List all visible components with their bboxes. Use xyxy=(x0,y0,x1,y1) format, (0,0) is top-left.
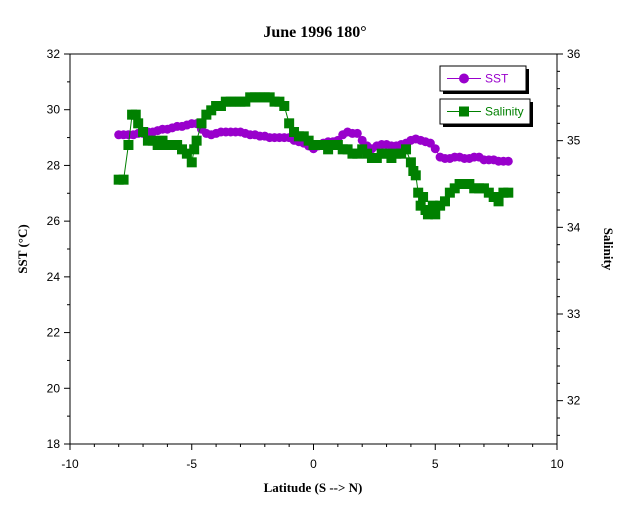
y-tick-label: 24 xyxy=(47,270,61,284)
series-salinity-point xyxy=(401,144,412,155)
x-axis: -10 -5 0 5 10 xyxy=(61,444,564,471)
y-tick-label: 32 xyxy=(47,47,61,61)
x-axis-label: Latitude (S --> N) xyxy=(264,480,363,495)
y2-axis-label: Salinity xyxy=(601,228,616,271)
series-salinity-point xyxy=(123,140,134,150)
y-tick-label: 22 xyxy=(47,326,61,340)
legend-salinity-marker xyxy=(459,106,469,117)
series-salinity xyxy=(113,92,514,220)
series-salinity-point xyxy=(430,209,441,220)
series-salinity-point xyxy=(405,157,416,168)
series-sst-point xyxy=(430,144,440,154)
y-axis-right: 32 33 34 35 36 xyxy=(557,47,581,436)
plot-series xyxy=(113,92,514,220)
series-salinity-point xyxy=(279,101,290,111)
chart-title: June 1996 180° xyxy=(263,24,366,41)
y-tick-label: 26 xyxy=(47,214,61,228)
x-tick-label: 0 xyxy=(310,457,317,471)
y2-tick-label: 32 xyxy=(567,394,581,408)
series-salinity-point xyxy=(427,200,438,211)
y2-tick-label: 33 xyxy=(567,307,581,321)
series-salinity-point xyxy=(186,157,197,168)
series-salinity-point xyxy=(196,118,207,129)
y-axis-label: SST (°C) xyxy=(15,224,30,273)
x-tick-label: -10 xyxy=(61,457,79,471)
legend-salinity: Salinity xyxy=(439,98,533,127)
x-tick-label: -5 xyxy=(186,457,197,471)
legend-sst-marker xyxy=(459,73,469,84)
series-salinity-point xyxy=(189,144,200,155)
legend-salinity-label: Salinity xyxy=(485,105,524,119)
series-salinity-point xyxy=(130,109,141,120)
y-tick-label: 30 xyxy=(47,103,61,117)
series-salinity-point xyxy=(410,170,421,181)
series-salinity-point xyxy=(181,148,192,159)
y-tick-label: 18 xyxy=(47,437,61,451)
y-tick-label: 28 xyxy=(47,158,61,172)
legend-sst: SST xyxy=(439,65,529,94)
series-sst-point xyxy=(352,128,362,138)
y2-tick-label: 34 xyxy=(567,220,581,234)
y-tick-label: 20 xyxy=(47,381,61,395)
x-tick-label: 5 xyxy=(432,457,439,471)
series-salinity-point xyxy=(503,187,514,198)
y-axis-left: 18 20 22 24 26 28 30 32 xyxy=(47,47,70,451)
y2-tick-label: 36 xyxy=(567,47,581,61)
series-salinity-point xyxy=(133,118,144,129)
legend-sst-label: SST xyxy=(485,72,509,86)
y2-tick-label: 35 xyxy=(567,134,581,148)
legend: SST Salinity xyxy=(439,65,533,127)
x-tick-label: 10 xyxy=(550,457,564,471)
series-salinity-point xyxy=(418,192,429,202)
series-sst-point xyxy=(503,156,513,166)
series-salinity-point xyxy=(191,135,202,146)
series-salinity-point xyxy=(138,127,149,137)
series-salinity-point xyxy=(493,196,504,207)
series-salinity-point xyxy=(118,174,129,185)
series-salinity-point xyxy=(439,196,450,207)
series-salinity-point xyxy=(284,118,295,129)
